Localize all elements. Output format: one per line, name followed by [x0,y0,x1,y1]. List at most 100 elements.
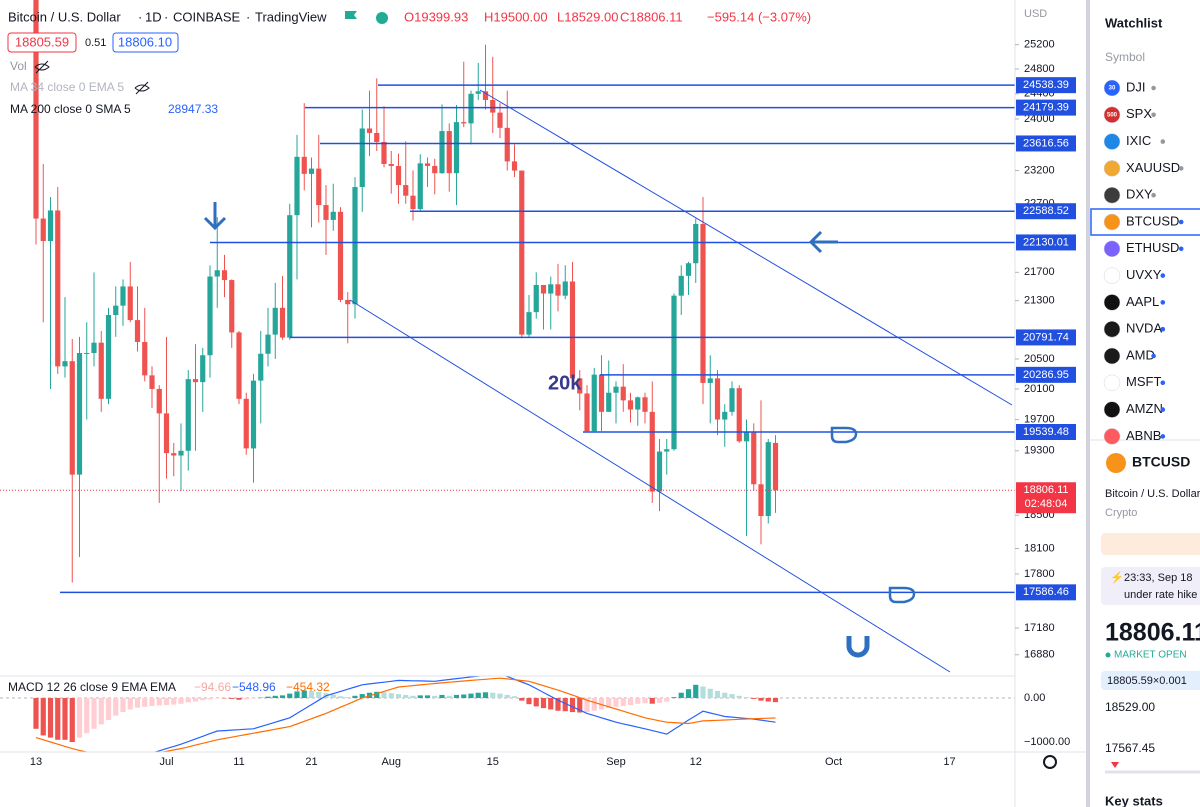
sell-box[interactable] [7,32,77,53]
macd-hist-bar [526,698,532,705]
level-label: 20791.74 [1023,331,1069,343]
candle-body [163,413,170,454]
symbol-name[interactable]: BTCUSD [1126,213,1179,228]
candle-body [185,379,191,451]
symbol-name[interactable]: SPX [1126,106,1152,121]
symbol-name[interactable]: MSFT [1126,374,1161,389]
level-label: 20286.95 [1023,369,1069,381]
candle-body [359,128,365,188]
symbol-name[interactable]: UVXY [1126,267,1162,282]
symbol-icon [1103,106,1121,124]
hidden-icon[interactable] [134,81,150,95]
trendline[interactable] [479,89,1013,406]
candle-body [678,275,684,296]
symbol-name[interactable]: AMZN [1126,401,1163,416]
key-stats[interactable]: Key stats [1105,793,1163,807]
symbol-icon [1103,347,1121,365]
currency[interactable]: USD [1024,8,1047,20]
dot: · [164,9,168,24]
symbol-name[interactable]: AAPL [1126,294,1159,309]
coin-icon [1106,453,1126,473]
hidden-icon[interactable] [34,60,50,74]
macd-hist-bar [142,698,148,707]
flag-icon[interactable] [345,11,357,19]
macd-hist-bar [729,694,735,699]
candle-body [490,100,496,113]
symbol-icon [1103,240,1121,258]
settings-icon[interactable] [1043,755,1057,769]
candle-body [519,170,525,335]
candle-body [656,451,663,492]
candle-body [214,270,220,277]
candle-body [439,131,445,174]
symbol-icon [1103,428,1121,445]
level-label-bg [1016,99,1076,116]
symbol-icon [1103,133,1121,150]
candle-body [76,353,83,475]
candle-body [374,132,380,142]
y-tick-label: 24800 [1024,63,1055,75]
trendline[interactable] [349,299,951,673]
watchlist-title[interactable]: Watchlist [1105,15,1163,30]
symbol-name[interactable]: DJI [1126,79,1146,94]
macd-hist-bar [69,698,75,743]
sell-price[interactable]: 18805.59 [15,34,69,49]
macd-hist-bar [40,698,46,736]
gear[interactable] [1043,755,1057,769]
macd-hist-bar [490,692,496,699]
symbol-dot [1151,112,1156,118]
macd-hist-bar [178,698,184,704]
magnet-icon[interactable] [846,636,870,658]
macd-hist-bar [504,694,510,699]
macd-hist-bar [620,698,626,706]
banner[interactable] [1101,533,1200,555]
candle-body [142,341,148,376]
candle-body [555,284,561,296]
symbol-name[interactable]: NVDA [1126,321,1162,336]
x-tick-label: Jul [159,756,173,768]
candle-body [323,205,329,220]
macd-hist-bar [330,694,336,699]
macd-hist-bar [656,698,663,703]
macd-hist-bar [743,697,750,699]
candle-body [772,442,779,491]
macd-hist-bar [243,698,249,700]
candle-body [642,397,648,412]
y-tick-label: 16880 [1024,649,1055,661]
symbol-name[interactable]: DXY [1126,187,1153,202]
symbol-icon [1103,401,1121,418]
candle-body [287,215,293,338]
symbol-icon [1103,320,1121,338]
column-header[interactable]: Symbol [1105,50,1145,64]
macd-hist-bar [171,698,177,705]
level-label: 22588.52 [1023,205,1069,217]
buy-box[interactable] [112,32,179,53]
macd-hist-bar [700,686,706,699]
macd-label: MACD 12 26 close 9 EMA EMA [8,680,176,694]
symbol-icon [1103,267,1121,284]
symbol-badge: 500 [1107,112,1118,118]
arrow-left [808,230,838,254]
symbol-dot [1160,380,1166,386]
candle-body [294,156,300,216]
macd-hist-bar [301,690,307,699]
buy-price[interactable]: 18806.10 [118,34,172,49]
symbol-name[interactable]: AMD [1126,347,1155,362]
macd-hist-bar [294,691,300,699]
macd-hist-bar [540,698,547,709]
candle-body [207,276,213,356]
candle-body [47,210,54,242]
candle-body [395,165,402,186]
candle-body [627,400,634,410]
interval[interactable]: 1D [145,9,162,24]
candle-body [432,165,438,174]
news-box[interactable] [1101,567,1200,605]
x-tick-label: Oct [825,756,842,768]
symbol-name[interactable]: XAUUSD [1126,160,1180,175]
candle-body [664,449,670,452]
symbol-name[interactable]: ABNB [1126,428,1161,443]
symbol-name[interactable]: IXIC [1126,133,1151,148]
candle-body [707,378,713,383]
candle-body [606,392,612,412]
symbol-name[interactable]: ETHUSD [1126,240,1179,255]
